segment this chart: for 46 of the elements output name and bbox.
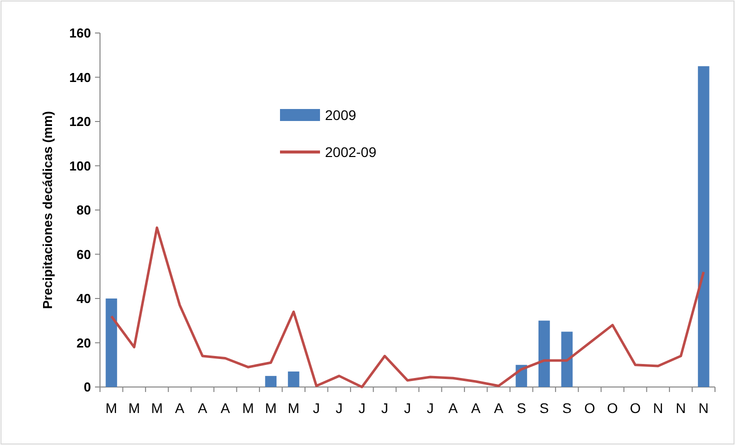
bar <box>538 320 550 387</box>
x-tick-label: A <box>494 400 504 416</box>
y-axis-title: Precipitaciones decádicas (mm) <box>40 111 55 309</box>
x-tick-label: J <box>381 400 388 416</box>
x-tick-label: A <box>220 400 231 416</box>
x-tick-label: M <box>242 400 254 416</box>
bar <box>698 66 710 387</box>
x-tick-label: J <box>426 400 434 416</box>
x-tick-label: M <box>128 400 140 416</box>
y-tick-label: 160 <box>69 26 91 41</box>
x-tick-label: A <box>198 400 208 416</box>
bar <box>265 376 277 387</box>
x-tick-label: O <box>584 400 596 416</box>
y-tick-label: 20 <box>76 335 91 350</box>
x-tick-label: S <box>562 400 572 416</box>
x-tick-label: M <box>106 400 118 416</box>
x-tick-label: A <box>448 400 458 416</box>
x-tick-label: J <box>358 400 366 416</box>
x-tick-label: O <box>607 400 618 416</box>
x-tick-label: M <box>151 400 163 416</box>
bar <box>288 372 300 387</box>
x-tick-label: N <box>676 400 686 416</box>
y-tick-label: 140 <box>69 70 91 85</box>
x-tick-label: M <box>288 400 300 416</box>
line-series <box>110 226 705 388</box>
x-tick-label: N <box>698 400 709 416</box>
x-tick-label: S <box>539 400 549 416</box>
y-tick-label: 100 <box>69 158 91 174</box>
x-tick-label: A <box>471 400 482 416</box>
bar <box>106 298 118 387</box>
x-tick-label: S <box>516 400 526 416</box>
x-tick-label: J <box>336 400 343 416</box>
x-tick-label: N <box>652 400 664 416</box>
x-tick-label: M <box>264 400 277 416</box>
x-tick-label: O <box>630 400 641 416</box>
y-tick-label: 60 <box>76 246 91 262</box>
x-tick-label: J <box>312 400 320 416</box>
y-tick-label: 80 <box>76 202 91 218</box>
y-tick-label: 0 <box>84 380 91 395</box>
x-tick-label: A <box>175 400 186 416</box>
bar <box>561 332 573 387</box>
y-tick-label: 120 <box>69 114 91 130</box>
legend-label: 2002-09 <box>325 144 377 160</box>
x-tick-label: J <box>404 400 411 416</box>
legend-label: 2009 <box>325 106 356 123</box>
y-tick-label: 40 <box>76 291 91 306</box>
